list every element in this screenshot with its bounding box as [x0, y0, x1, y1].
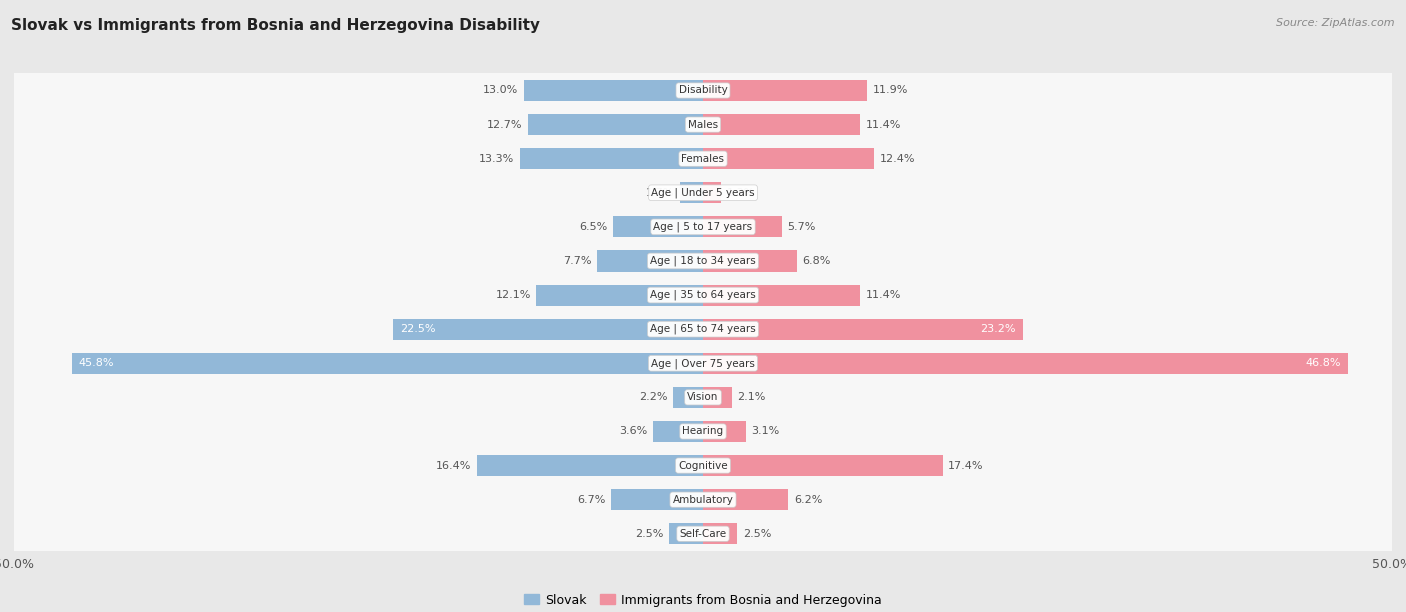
Bar: [654, 421, 703, 442]
Bar: [703, 455, 943, 476]
Bar: [703, 353, 1348, 374]
Text: 5.7%: 5.7%: [787, 222, 815, 232]
Text: 16.4%: 16.4%: [436, 461, 471, 471]
Text: 2.5%: 2.5%: [742, 529, 772, 539]
Text: 11.9%: 11.9%: [873, 86, 908, 95]
Text: Ambulatory: Ambulatory: [672, 494, 734, 505]
FancyBboxPatch shape: [13, 505, 1393, 562]
Text: 1.3%: 1.3%: [727, 188, 755, 198]
FancyBboxPatch shape: [13, 471, 1393, 528]
Text: 11.4%: 11.4%: [866, 290, 901, 300]
Text: 13.3%: 13.3%: [479, 154, 515, 163]
Text: Age | Under 5 years: Age | Under 5 years: [651, 187, 755, 198]
Text: 12.4%: 12.4%: [879, 154, 915, 163]
Text: Slovak vs Immigrants from Bosnia and Herzegovina Disability: Slovak vs Immigrants from Bosnia and Her…: [11, 18, 540, 34]
Bar: [703, 387, 733, 408]
Text: 3.1%: 3.1%: [751, 427, 779, 436]
Bar: [703, 148, 875, 170]
FancyBboxPatch shape: [13, 233, 1393, 289]
Bar: [524, 80, 703, 101]
Text: 17.4%: 17.4%: [948, 461, 984, 471]
Bar: [703, 114, 860, 135]
Text: Age | 18 to 34 years: Age | 18 to 34 years: [650, 256, 756, 266]
Bar: [72, 353, 703, 374]
Bar: [679, 182, 703, 203]
Bar: [703, 319, 1022, 340]
Bar: [610, 489, 703, 510]
Text: Females: Females: [682, 154, 724, 163]
FancyBboxPatch shape: [13, 130, 1393, 187]
Bar: [703, 250, 797, 272]
FancyBboxPatch shape: [13, 368, 1393, 426]
FancyBboxPatch shape: [13, 198, 1393, 256]
Bar: [392, 319, 703, 340]
Text: Hearing: Hearing: [682, 427, 724, 436]
Text: 2.2%: 2.2%: [638, 392, 668, 402]
Text: 6.7%: 6.7%: [576, 494, 605, 505]
FancyBboxPatch shape: [13, 96, 1393, 153]
Text: Self-Care: Self-Care: [679, 529, 727, 539]
Bar: [703, 182, 721, 203]
Text: Source: ZipAtlas.com: Source: ZipAtlas.com: [1277, 18, 1395, 28]
Bar: [703, 285, 860, 305]
Bar: [703, 80, 868, 101]
Bar: [536, 285, 703, 305]
Text: 1.7%: 1.7%: [645, 188, 673, 198]
Text: Age | 35 to 64 years: Age | 35 to 64 years: [650, 290, 756, 300]
Text: Vision: Vision: [688, 392, 718, 402]
Text: 12.7%: 12.7%: [486, 119, 523, 130]
Bar: [520, 148, 703, 170]
Bar: [672, 387, 703, 408]
Bar: [613, 216, 703, 237]
Text: Males: Males: [688, 119, 718, 130]
Bar: [703, 216, 782, 237]
Text: 23.2%: 23.2%: [980, 324, 1015, 334]
Bar: [669, 523, 703, 544]
Bar: [703, 489, 789, 510]
Legend: Slovak, Immigrants from Bosnia and Herzegovina: Slovak, Immigrants from Bosnia and Herze…: [524, 594, 882, 606]
Text: 2.1%: 2.1%: [738, 392, 766, 402]
FancyBboxPatch shape: [13, 335, 1393, 392]
Text: 6.8%: 6.8%: [803, 256, 831, 266]
Text: 22.5%: 22.5%: [399, 324, 436, 334]
Bar: [703, 523, 738, 544]
Text: 2.5%: 2.5%: [634, 529, 664, 539]
Text: Age | 5 to 17 years: Age | 5 to 17 years: [654, 222, 752, 232]
Text: 3.6%: 3.6%: [620, 427, 648, 436]
FancyBboxPatch shape: [13, 266, 1393, 324]
FancyBboxPatch shape: [13, 403, 1393, 460]
Text: 6.5%: 6.5%: [579, 222, 607, 232]
Text: 45.8%: 45.8%: [79, 358, 114, 368]
Text: Age | Over 75 years: Age | Over 75 years: [651, 358, 755, 368]
Bar: [703, 421, 745, 442]
Text: 13.0%: 13.0%: [484, 86, 519, 95]
Text: 11.4%: 11.4%: [866, 119, 901, 130]
Text: Cognitive: Cognitive: [678, 461, 728, 471]
Bar: [598, 250, 703, 272]
Bar: [529, 114, 703, 135]
FancyBboxPatch shape: [13, 300, 1393, 358]
FancyBboxPatch shape: [13, 437, 1393, 494]
Text: 7.7%: 7.7%: [562, 256, 592, 266]
Text: 12.1%: 12.1%: [495, 290, 531, 300]
FancyBboxPatch shape: [13, 62, 1393, 119]
Text: Disability: Disability: [679, 86, 727, 95]
Text: 46.8%: 46.8%: [1305, 358, 1341, 368]
Bar: [477, 455, 703, 476]
Text: Age | 65 to 74 years: Age | 65 to 74 years: [650, 324, 756, 334]
Text: 6.2%: 6.2%: [794, 494, 823, 505]
FancyBboxPatch shape: [13, 164, 1393, 222]
